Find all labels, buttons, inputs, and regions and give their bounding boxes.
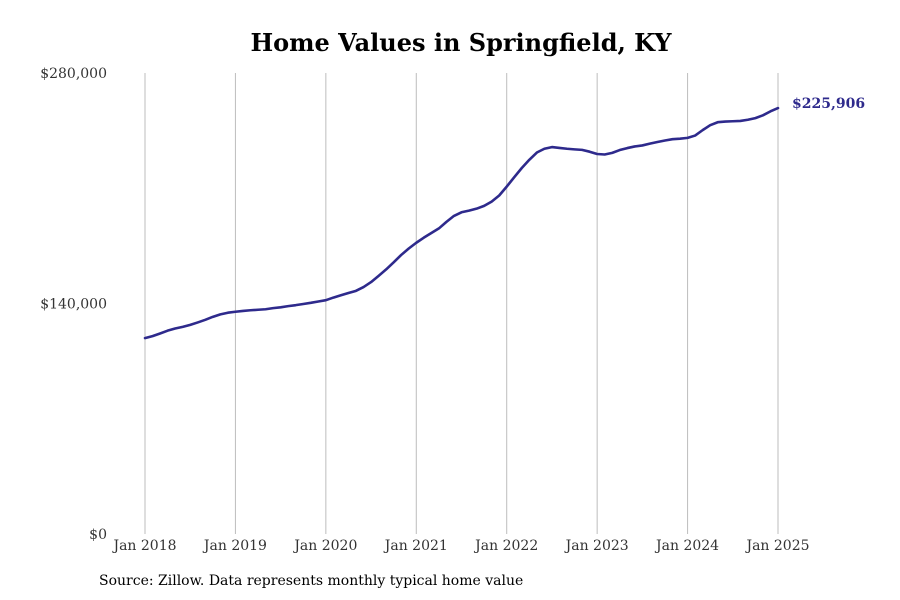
chart-title: Home Values in Springfield, KY <box>250 28 672 57</box>
x-tick-label: Jan 2023 <box>564 538 629 554</box>
source-note: Source: Zillow. Data represents monthly … <box>99 573 524 589</box>
series-layer <box>143 106 780 340</box>
end-value-label: $225,906 <box>792 96 865 112</box>
x-axis-tick-labels: Jan 2018 Jan 2019 Jan 2020 Jan 2021 Jan 2022… <box>111 538 809 554</box>
y-tick-label: $140,000 <box>40 297 107 313</box>
x-tick-label: Jan 2022 <box>473 538 538 554</box>
x-tick-label: Jan 2019 <box>202 538 267 554</box>
series-line <box>143 106 780 340</box>
grid-lines <box>144 73 779 534</box>
y-tick-label: $0 <box>89 527 107 543</box>
x-tick-label: Jan 2025 <box>744 538 809 554</box>
y-tick-label: $280,000 <box>40 66 107 82</box>
x-tick-label: Jan 2024 <box>654 538 719 554</box>
x-tick-label: Jan 2021 <box>383 538 448 554</box>
x-tick-label: Jan 2018 <box>111 538 176 554</box>
y-axis-tick-labels: $0 $140,000 $280,000 <box>40 66 107 543</box>
x-tick-label: Jan 2020 <box>292 538 357 554</box>
